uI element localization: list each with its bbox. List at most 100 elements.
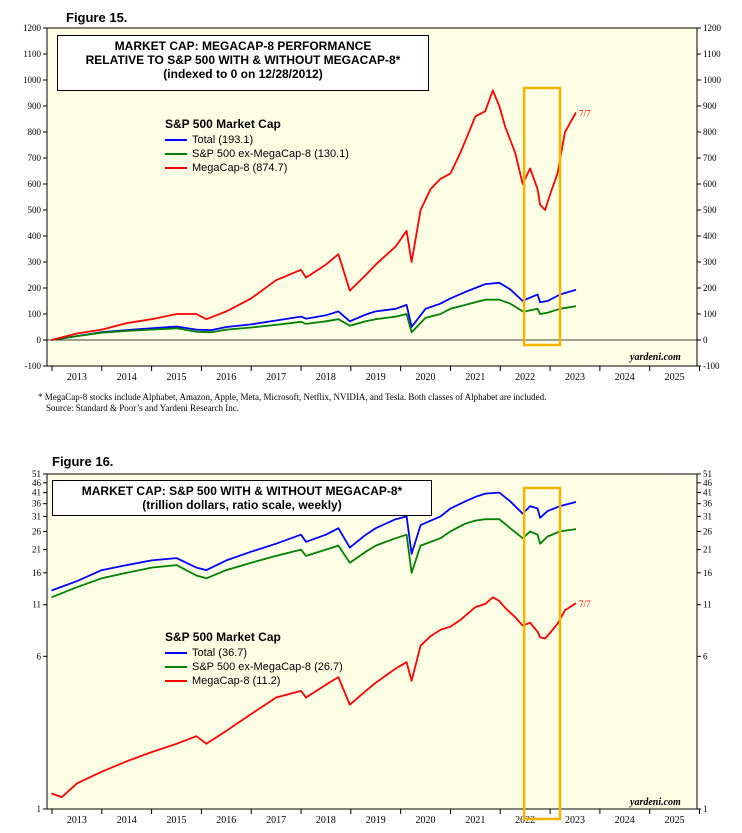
figure-15-legend-mega: MegaCap-8 (874.7) [165, 161, 349, 175]
fig15-ytick-label-left: 500 [28, 205, 42, 215]
figure-16-legend-mega: MegaCap-8 (11.2) [165, 674, 343, 688]
fig16-xtick-label: 2020 [416, 815, 436, 826]
fig16-xtick-label: 2018 [316, 815, 336, 826]
figure-15-label: Figure 15. [66, 10, 128, 25]
fig16-plot-area [46, 473, 698, 810]
fig16-highlight-box [522, 486, 562, 821]
figure-16-brand: yardeni.com [630, 797, 681, 808]
fig15-xtick-label: 2016 [216, 372, 236, 383]
footnote-line-1: * MegaCap-8 stocks include Alphabet, Ama… [38, 392, 547, 402]
fig15-ytick-label-right: 1000 [703, 75, 722, 85]
fig15-ytick-label-left: 700 [28, 153, 42, 163]
legend-swatch-green [165, 666, 187, 668]
fig15-ytick-label-right: 400 [703, 231, 717, 241]
fig16-ytick-label-right: 6 [703, 651, 708, 661]
legend-label: Total (36.7) [192, 647, 248, 659]
fig15-xtick-label: 2014 [117, 372, 137, 383]
fig16-xtick-label: 2023 [565, 815, 585, 826]
fig16-xtick-label: 2022 [515, 815, 535, 826]
fig15-xtick-label: 2017 [266, 372, 286, 383]
figure-15-title-line-1: MARKET CAP: MEGACAP-8 PERFORMANCE [114, 39, 372, 53]
legend-swatch-blue [165, 652, 187, 654]
fig15-ytick-label-left: 800 [28, 127, 42, 137]
fig16-ytick-label-right: 11 [703, 600, 712, 610]
fig16-ytick-label-left: 21 [32, 545, 41, 555]
fig16-xtick-label: 2019 [366, 815, 386, 826]
fig16-ytick-label-left: 46 [32, 478, 42, 488]
fig16-ytick-label-right: 36 [703, 499, 713, 509]
legend-label: MegaCap-8 (11.2) [192, 675, 281, 687]
fig15-ytick-label-left: -100 [25, 361, 42, 371]
legend-swatch-red [165, 680, 187, 682]
figure-15-footnote: * MegaCap-8 stocks include Alphabet, Ama… [38, 392, 718, 414]
fig16-ytick-label-left: 31 [32, 511, 41, 521]
fig16-ytick-label-left: 6 [37, 651, 42, 661]
fig16-ytick-label-right: 31 [703, 511, 712, 521]
fig15-xtick-label: 2015 [167, 372, 187, 383]
legend-swatch-blue [165, 139, 187, 141]
fig15-xtick-label: 2020 [416, 372, 436, 383]
figure-16-legend: S&P 500 Market Cap Total (36.7) S&P 500 … [165, 630, 343, 688]
fig16-xtick-label: 2017 [266, 815, 286, 826]
figure-15-legend: S&P 500 Market Cap Total (193.1) S&P 500… [165, 117, 349, 175]
fig15-ytick-label-right: -100 [703, 361, 720, 371]
fig15-ytick-label-right: 600 [703, 179, 717, 189]
fig15-ytick-label-right: 800 [703, 127, 717, 137]
fig16-ytick-label-left: 36 [32, 499, 42, 509]
fig15-ytick-label-left: 400 [28, 231, 42, 241]
fig16-ytick-label-right: 21 [703, 545, 712, 555]
fig15-ytick-label-left: 300 [28, 257, 42, 267]
figure-15-legend-title: S&P 500 Market Cap [165, 117, 281, 131]
figure-15-title-line-2: RELATIVE TO S&P 500 WITH & WITHOUT MEGAC… [85, 53, 401, 67]
legend-label: S&P 500 ex-MegaCap-8 (130.1) [192, 148, 349, 160]
fig16-xtick-label: 2015 [167, 815, 187, 826]
fig15-xtick-label: 2018 [316, 372, 336, 383]
fig15-ytick-label-right: 1100 [703, 49, 721, 59]
figure-15-title-box: MARKET CAP: MEGACAP-8 PERFORMANCE RELATI… [57, 35, 429, 91]
fig16-ytick-label-left: 51 [32, 469, 41, 479]
fig15-ytick-label-right: 500 [703, 205, 717, 215]
fig16-xtick-label: 2021 [465, 815, 485, 826]
footnote-line-2: Source: Standard & Poor’s and Yardeni Re… [46, 403, 240, 413]
fig16-ytick-label-left: 11 [32, 600, 41, 610]
fig15-ytick-label-right: 0 [703, 335, 708, 345]
fig15-xtick-label: 2023 [565, 372, 585, 383]
fig15-ytick-label-right: 200 [703, 283, 717, 293]
figure-15-title-line-3: (indexed to 0 on 12/28/2012) [163, 67, 323, 81]
legend-label: S&P 500 ex-MegaCap-8 (26.7) [192, 661, 343, 673]
fig15-end-date-marker: 7/7 [579, 109, 591, 119]
fig16-ytick-label-right: 41 [703, 488, 712, 498]
fig15-highlight-box [522, 86, 562, 347]
figure-16-legend-title: S&P 500 Market Cap [165, 630, 281, 644]
figure-16-title-box: MARKET CAP: S&P 500 WITH & WITHOUT MEGAC… [52, 480, 432, 516]
fig16-ytick-label-right: 46 [703, 478, 713, 488]
fig15-xtick-label: 2021 [465, 372, 485, 383]
fig15-ytick-label-left: 900 [28, 101, 42, 111]
legend-label: Total (193.1) [192, 134, 254, 146]
fig15-ytick-label-left: 200 [28, 283, 42, 293]
figure-15-legend-ex: S&P 500 ex-MegaCap-8 (130.1) [165, 147, 349, 161]
fig16-end-date-marker: 7/7 [579, 599, 591, 609]
fig15-ytick-label-left: 1000 [23, 75, 42, 85]
fig15-ytick-label-right: 700 [703, 153, 717, 163]
fig16-series-2-line [51, 596, 577, 799]
fig15-ytick-label-left: 1200 [23, 23, 42, 33]
fig15-ytick-label-right: 900 [703, 101, 717, 111]
fig16-ytick-label-right: 26 [703, 526, 713, 536]
fig16-ytick-label-right: 16 [703, 568, 713, 578]
figure-15-legend-total: Total (193.1) [165, 133, 349, 147]
fig16-ytick-label-right: 51 [703, 469, 712, 479]
fig16-ytick-label-right: 1 [703, 804, 708, 814]
legend-swatch-green [165, 153, 187, 155]
fig15-xtick-label: 2024 [615, 372, 635, 383]
fig15-ytick-label-right: 1200 [703, 23, 722, 33]
fig16-ytick-label-left: 1 [37, 804, 42, 814]
legend-label: MegaCap-8 (874.7) [192, 162, 288, 174]
figure-16-title-line-2: (trillion dollars, ratio scale, weekly) [142, 498, 342, 512]
fig15-xtick-label: 2022 [515, 372, 535, 383]
figure-15-brand: yardeni.com [630, 352, 681, 363]
fig15-xtick-label: 2025 [665, 372, 685, 383]
fig16-xtick-label: 2016 [216, 815, 236, 826]
figure-16-label: Figure 16. [52, 454, 114, 469]
